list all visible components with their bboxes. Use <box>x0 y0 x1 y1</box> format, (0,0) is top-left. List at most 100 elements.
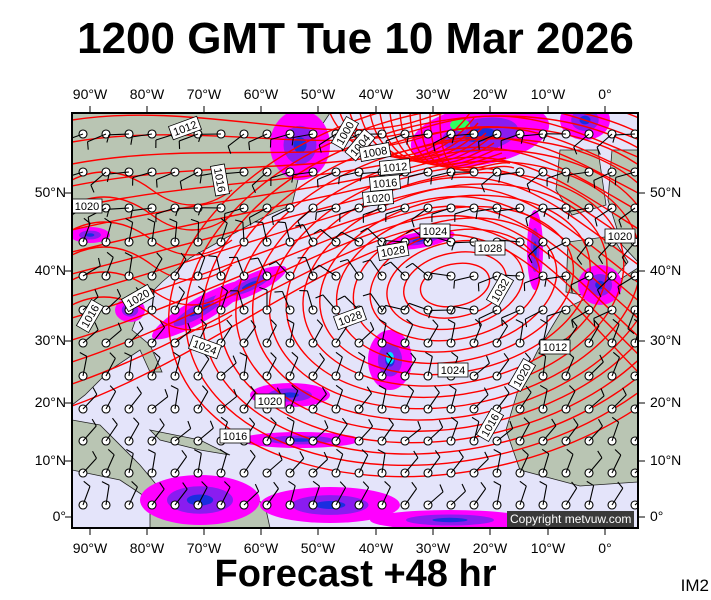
barb-feather <box>233 388 238 397</box>
barb-feather <box>197 285 205 292</box>
wind-barb <box>571 309 590 321</box>
station <box>101 417 118 446</box>
barb-feather <box>193 449 202 454</box>
svg-text:1020: 1020 <box>75 201 99 213</box>
station <box>170 351 181 381</box>
latitude-label: 20°N <box>34 394 66 410</box>
station <box>377 449 387 478</box>
barb-feather <box>515 319 524 324</box>
station <box>170 252 187 281</box>
wind-barb <box>128 328 144 344</box>
barb-feather <box>278 452 283 461</box>
station <box>155 167 180 188</box>
wind-barb <box>634 402 638 410</box>
barb-feather <box>286 318 295 324</box>
station <box>492 481 502 510</box>
barb-feather <box>432 319 439 327</box>
station <box>193 420 214 446</box>
barb-feather <box>251 185 256 193</box>
barb-feather <box>249 417 256 425</box>
barb-feather <box>439 484 444 493</box>
wind-barb <box>151 290 155 311</box>
barb-feather <box>410 352 417 360</box>
station <box>354 386 373 414</box>
station <box>446 416 459 446</box>
wind-barb <box>611 454 622 474</box>
barb-feather <box>226 319 233 327</box>
wind-barb <box>404 488 418 506</box>
barb-feather <box>106 173 110 182</box>
barb-feather <box>190 218 199 223</box>
wind-barb <box>82 394 98 410</box>
station <box>130 129 157 145</box>
barb-feather <box>481 184 486 193</box>
wind-barb <box>197 257 206 277</box>
station <box>596 271 617 298</box>
wind-barb <box>523 133 544 137</box>
wind-barb <box>316 207 337 213</box>
station <box>234 219 249 247</box>
station <box>607 449 622 478</box>
wind-barb <box>281 291 291 311</box>
barb-feather <box>339 258 348 263</box>
barb-feather <box>627 328 635 335</box>
barb-feather <box>451 416 459 423</box>
isobar-label: 1008 <box>358 142 392 162</box>
barb-feather <box>156 252 163 260</box>
barb-feather <box>407 385 414 392</box>
isobar-labels: 1012101610001004100810121016102010201020… <box>72 115 636 444</box>
barb-feather <box>153 351 161 359</box>
latitude-label: 10°N <box>650 452 682 468</box>
station <box>546 167 571 187</box>
barb-feather <box>286 416 295 422</box>
station <box>291 167 318 183</box>
barb-feather <box>366 386 373 394</box>
wind-barb <box>427 456 441 474</box>
wind-barb <box>312 325 324 344</box>
wind-barb <box>82 223 91 243</box>
station <box>515 480 527 510</box>
station <box>354 351 366 381</box>
precip-heavy <box>432 517 468 523</box>
barb-feather <box>276 387 282 395</box>
wind-barb <box>528 241 544 257</box>
station <box>542 129 571 142</box>
wind-barb <box>257 257 268 277</box>
wind-barb <box>105 222 112 243</box>
station <box>478 129 502 150</box>
wind-barb <box>404 358 417 377</box>
svg-text:1024: 1024 <box>423 226 447 238</box>
longitude-label: 60°W <box>243 86 279 102</box>
wind-barb <box>565 454 574 474</box>
wind-barb <box>500 239 521 243</box>
wind-barb <box>367 227 383 243</box>
barb-feather <box>87 216 90 226</box>
wind-barb <box>427 392 440 410</box>
barb-feather <box>291 351 299 359</box>
wind-barb <box>473 488 487 506</box>
station <box>538 384 548 414</box>
wind-barb <box>105 257 114 277</box>
wind-barb <box>473 362 490 377</box>
longitude-label: 70°W <box>186 86 222 102</box>
wind-barb <box>82 329 99 344</box>
wind-barb <box>569 207 590 212</box>
station <box>147 388 169 414</box>
wind-barb <box>128 393 142 410</box>
isobar-label: 1020 <box>362 189 394 207</box>
station <box>571 305 594 328</box>
station <box>297 203 318 229</box>
barb-feather <box>182 482 188 490</box>
wind-barb <box>500 133 521 142</box>
wind-barb <box>496 392 510 410</box>
wind-barb <box>362 207 383 216</box>
station <box>469 451 489 478</box>
station <box>147 482 165 510</box>
longitude-label: 0° <box>598 86 612 102</box>
station <box>251 167 272 193</box>
longitude-label: 80°W <box>129 540 165 556</box>
wind-barb <box>293 171 314 176</box>
wind-barb <box>611 324 620 344</box>
barb-feather <box>227 145 232 154</box>
wind-barb <box>174 292 185 311</box>
